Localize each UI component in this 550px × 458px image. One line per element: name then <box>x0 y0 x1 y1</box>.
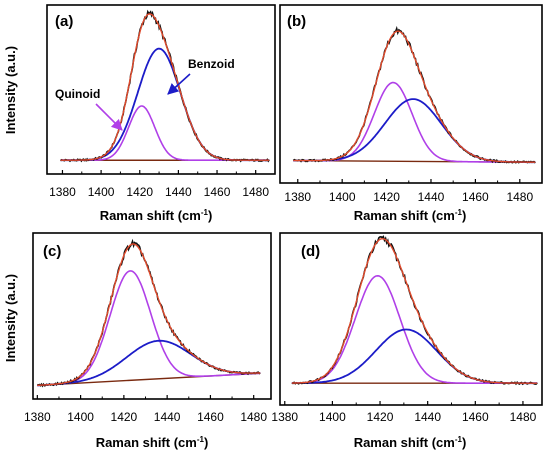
x-tick-label: 1420 <box>367 410 394 424</box>
x-axis-label-b: Raman shift (cm-1) <box>354 208 467 223</box>
x-axis-label-a: Raman shift (cm-1) <box>100 208 213 223</box>
x-axis-label-d: Raman shift (cm-1) <box>354 435 467 450</box>
plot-frame <box>279 232 543 406</box>
x-tick-label: 1400 <box>88 185 115 199</box>
cumulative-fit-line <box>291 237 538 384</box>
x-tick-label: 1380 <box>49 185 76 199</box>
x-tick-label: 1460 <box>462 190 489 204</box>
panel-b: 1380 1400 1420 1440 1460 1480 (b) <box>279 4 543 204</box>
benzoid-arrow <box>167 73 191 95</box>
panel-label: (d) <box>301 243 320 260</box>
quinoid-component-line <box>37 270 261 387</box>
panel-a: 1380 1400 1420 1440 1460 1480 (a) <box>46 4 276 199</box>
x-tick-label: 1480 <box>242 185 269 199</box>
x-tick-label: 1460 <box>462 410 489 424</box>
x-tick-label: 1400 <box>329 190 356 204</box>
panel-c: 1380 1400 1420 1440 1460 1480 (c) <box>24 232 272 424</box>
panel-label: (a) <box>55 13 73 30</box>
x-tick-label: 1440 <box>165 185 192 199</box>
quinoid-component-line <box>291 274 538 384</box>
x-tick-label: 1440 <box>418 190 445 204</box>
y-axis-label-bottom: Intensity (a.u.) <box>3 274 18 362</box>
x-tick-label: 1480 <box>240 410 267 424</box>
panel-label: (b) <box>287 13 306 30</box>
panel-label: (c) <box>43 243 61 260</box>
benzoid-annotation: Benzoid <box>188 57 235 71</box>
x-tick-label: 1480 <box>510 410 537 424</box>
x-tick-label: 1460 <box>204 185 231 199</box>
x-tick-label: 1380 <box>284 190 311 204</box>
y-axis-label-top: Intensity (a.u.) <box>3 46 18 134</box>
cumulative-fit-line <box>60 13 270 161</box>
x-tick-label: 1420 <box>126 185 153 199</box>
raw-spectrum-line <box>292 25 536 164</box>
quinoid-component-line <box>60 105 270 162</box>
cumulative-fit-line <box>293 30 536 163</box>
x-axis-label-c: Raman shift (cm-1) <box>96 435 209 450</box>
x-tick-label: 1400 <box>319 410 346 424</box>
benzoid-component-line <box>293 98 536 164</box>
raw-spectrum-line <box>291 235 538 386</box>
quinoid-component-line <box>293 81 536 163</box>
x-tick-label: 1420 <box>111 410 138 424</box>
x-tick-label: 1460 <box>197 410 224 424</box>
x-tick-label: 1400 <box>67 410 94 424</box>
quinoid-arrow <box>95 103 123 131</box>
plot-frame <box>46 4 276 175</box>
raw-spectrum-line <box>37 238 261 388</box>
x-tick-label: 1380 <box>271 410 298 424</box>
x-tick-label: 1440 <box>414 410 441 424</box>
plot-frame <box>279 4 543 184</box>
x-tick-label: 1480 <box>506 190 533 204</box>
benzoid-component-line <box>60 47 270 162</box>
x-tick-label: 1440 <box>154 410 181 424</box>
x-tick-label: 1420 <box>373 190 400 204</box>
panel-d: 1380 1400 1420 1440 1460 1480 (d) <box>271 232 543 424</box>
x-tick-label: 1380 <box>24 410 51 424</box>
cumulative-fit-line <box>37 243 261 387</box>
quinoid-annotation: Quinoid <box>55 87 100 101</box>
plot-frame <box>32 232 272 400</box>
